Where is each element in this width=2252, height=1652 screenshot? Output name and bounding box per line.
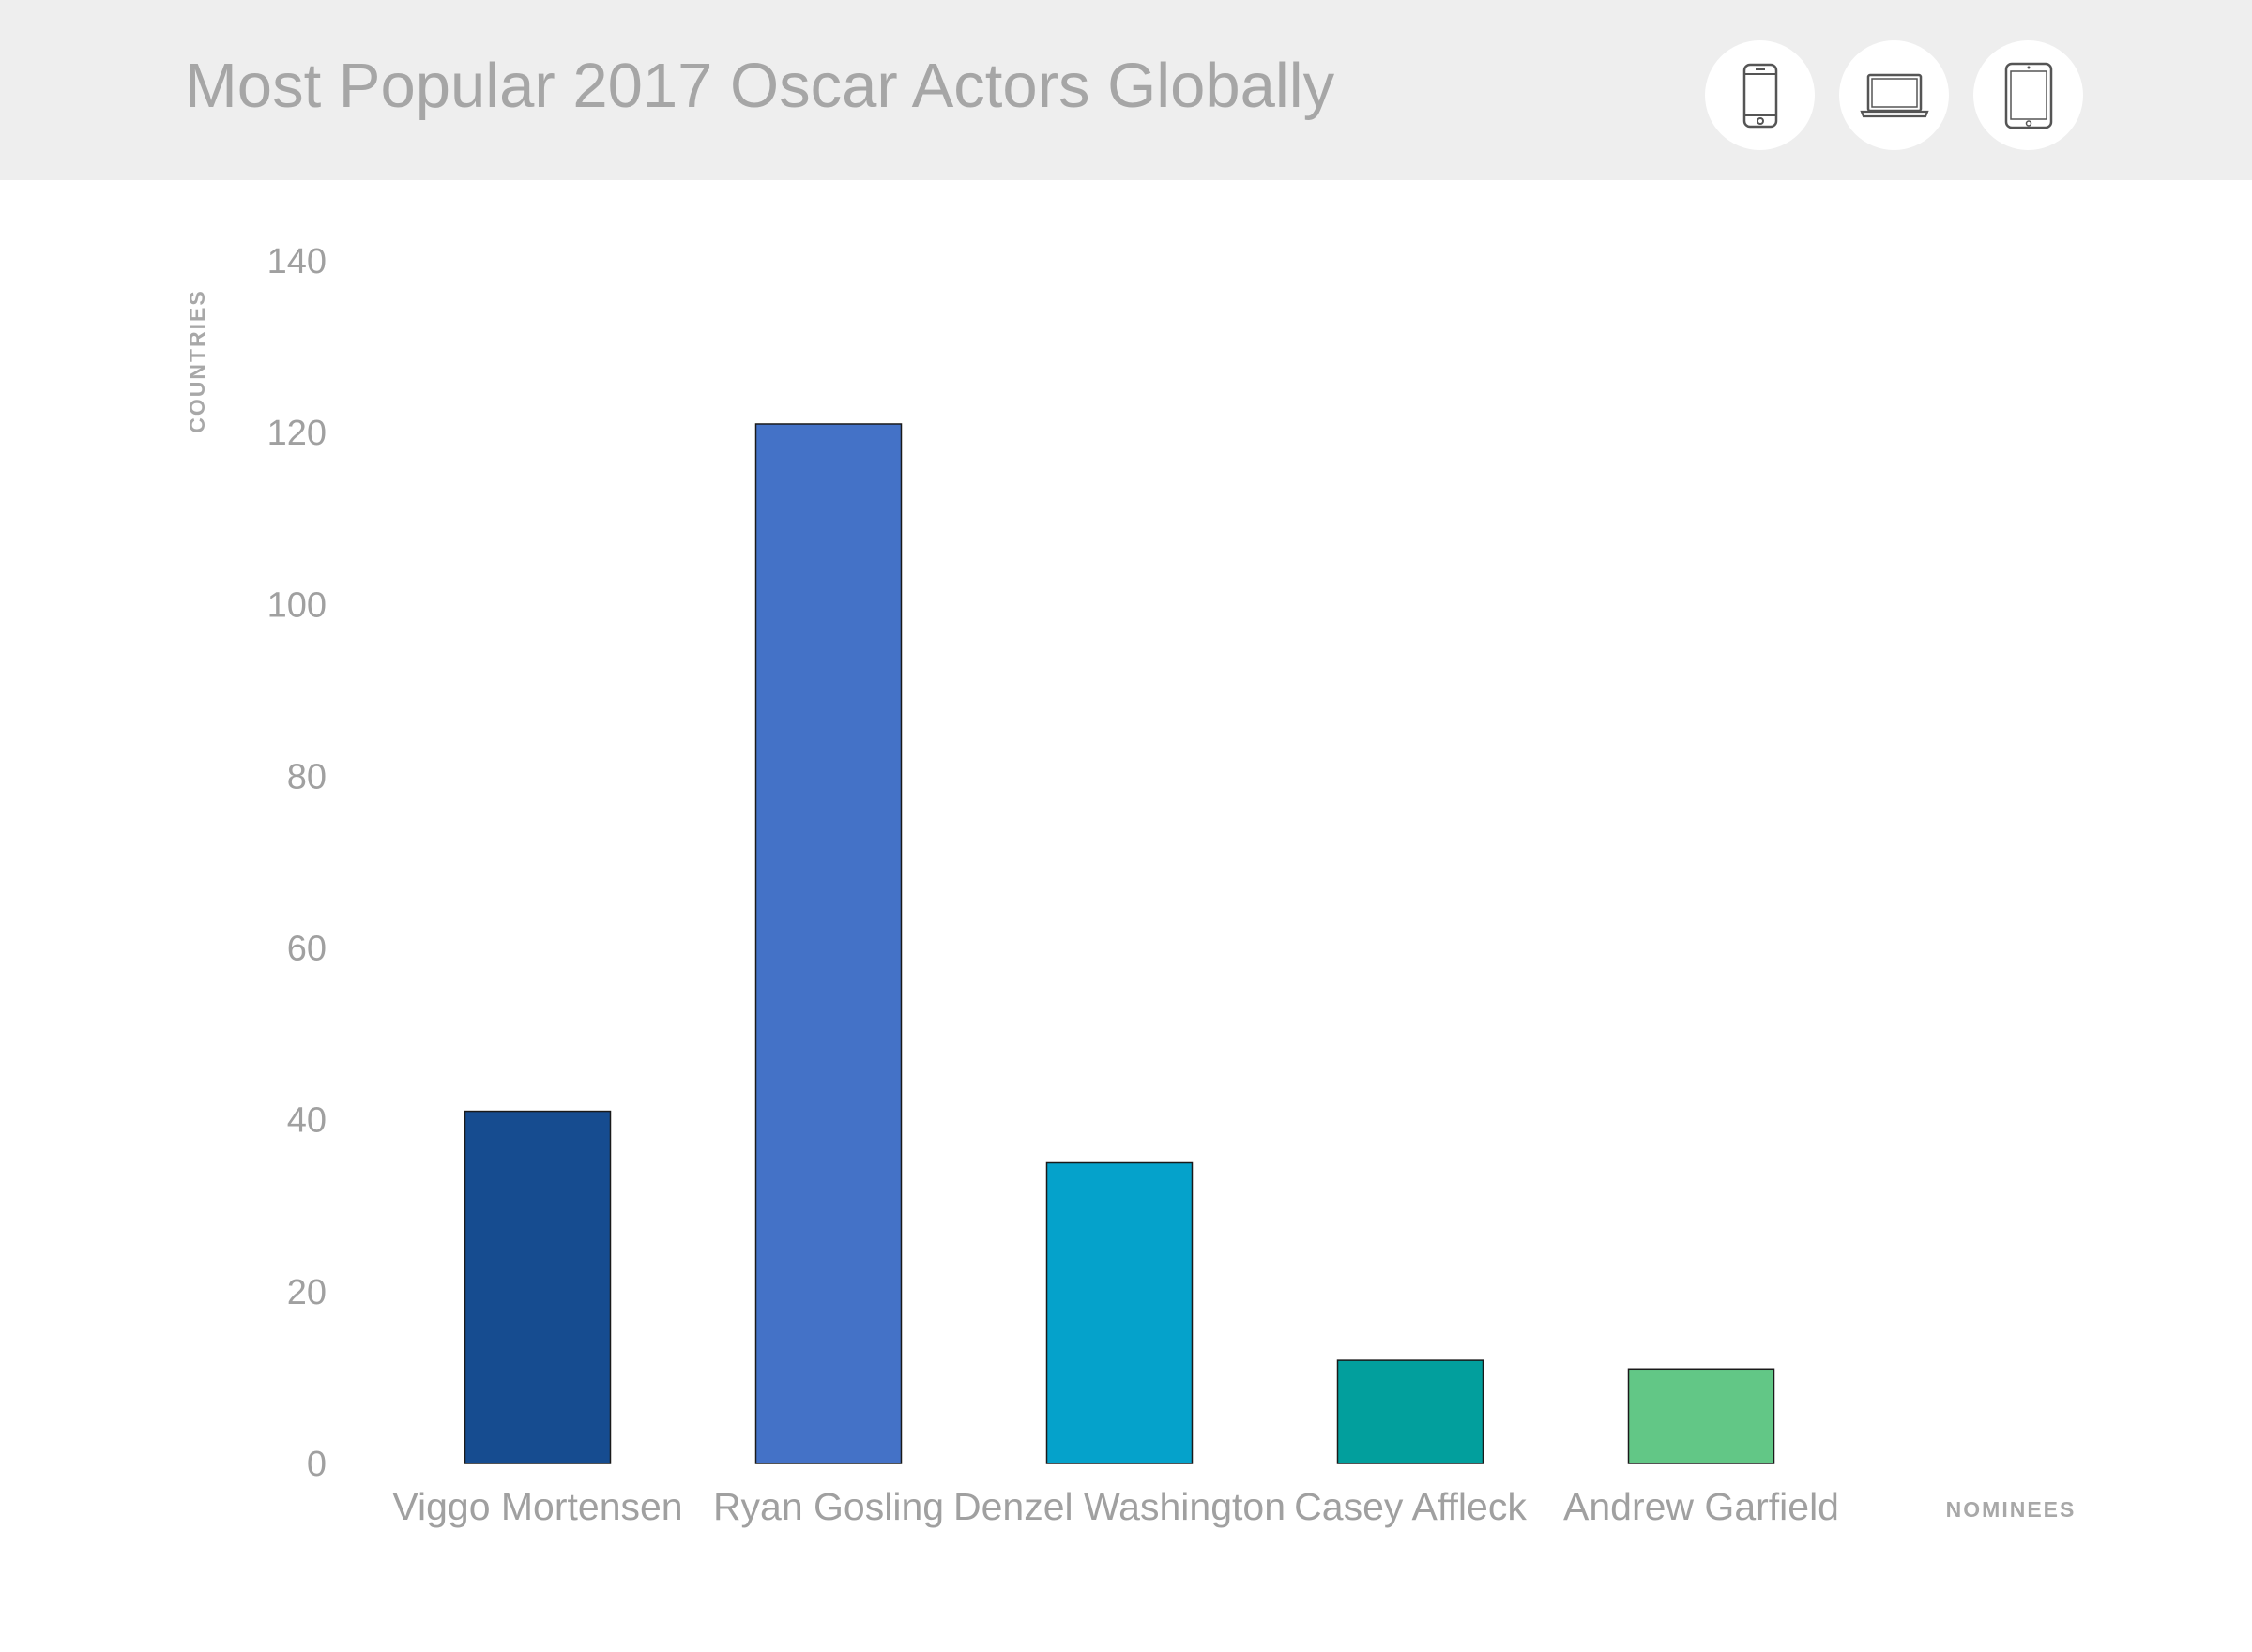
y-axis-title: COUNTRIES bbox=[185, 289, 209, 432]
x-axis-title: NOMINEES bbox=[1946, 1497, 2077, 1522]
y-tick-label: 140 bbox=[267, 242, 327, 281]
y-tick-label: 40 bbox=[287, 1101, 327, 1141]
bar-denzel-washington bbox=[1045, 1161, 1194, 1464]
phone-view-button[interactable] bbox=[1705, 40, 1815, 150]
x-category-label: Casey Affleck bbox=[1294, 1485, 1527, 1528]
bar-ryan-gosling bbox=[754, 423, 903, 1464]
laptop-icon bbox=[1859, 73, 1929, 117]
x-category-label: Denzel Washington bbox=[953, 1485, 1286, 1528]
y-tick-label: 60 bbox=[287, 930, 327, 969]
tablet-icon bbox=[2004, 62, 2052, 129]
bar-casey-affleck bbox=[1336, 1359, 1484, 1464]
page-title: Most Popular 2017 Oscar Actors Globally bbox=[185, 51, 1335, 121]
laptop-view-button[interactable] bbox=[1839, 40, 1949, 150]
y-tick-label: 100 bbox=[267, 585, 327, 625]
y-tick-label: 0 bbox=[307, 1445, 327, 1484]
phone-icon bbox=[1742, 63, 1777, 128]
x-category-label: Ryan Gosling bbox=[713, 1485, 944, 1528]
x-category-label: Viggo Mortensen bbox=[392, 1485, 682, 1528]
bar-andrew-garfield bbox=[1627, 1368, 1775, 1464]
y-tick-label: 120 bbox=[267, 414, 327, 453]
y-tick-label: 20 bbox=[287, 1273, 327, 1312]
bar-viggo-mortensen bbox=[464, 1110, 612, 1464]
tablet-view-button[interactable] bbox=[1973, 40, 2083, 150]
x-category-label: Andrew Garfield bbox=[1563, 1485, 1839, 1528]
y-tick-label: 80 bbox=[287, 757, 327, 796]
header-bar: Most Popular 2017 Oscar Actors Globally bbox=[0, 0, 2252, 180]
